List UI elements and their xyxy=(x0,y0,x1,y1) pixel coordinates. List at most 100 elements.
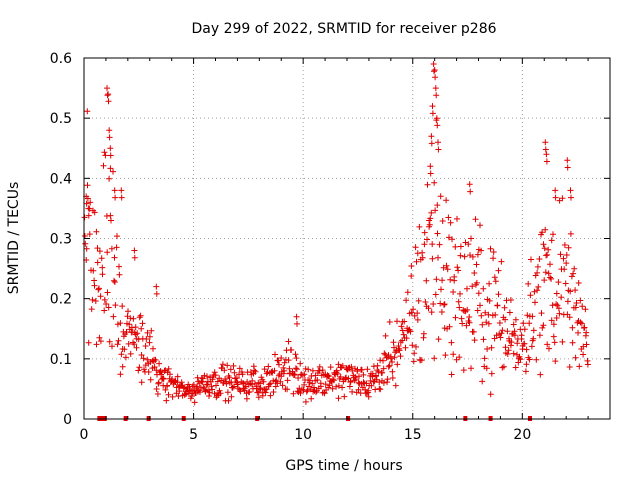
data-point xyxy=(544,251,551,258)
data-point xyxy=(270,389,277,395)
data-point xyxy=(471,270,478,276)
data-point xyxy=(455,298,462,305)
data-point xyxy=(297,360,304,367)
data-point xyxy=(377,386,384,393)
data-point xyxy=(441,301,447,308)
data-point xyxy=(473,279,480,286)
data-point xyxy=(497,334,504,341)
data-point xyxy=(540,241,547,248)
data-point xyxy=(547,261,553,268)
data-point xyxy=(528,256,534,263)
data-point xyxy=(87,199,94,206)
data-point xyxy=(425,305,432,312)
data-point xyxy=(527,292,534,299)
data-point xyxy=(521,340,528,347)
data-point xyxy=(313,389,319,396)
data-point xyxy=(408,273,415,279)
data-point xyxy=(362,386,369,393)
data-point xyxy=(376,385,383,392)
data-point xyxy=(528,343,535,350)
data-point xyxy=(433,115,440,122)
data-point xyxy=(131,247,138,254)
data-point xyxy=(552,187,559,194)
data-point xyxy=(213,382,219,389)
data-point xyxy=(478,247,485,254)
data-point xyxy=(490,249,497,255)
data-point xyxy=(545,270,552,277)
data-point xyxy=(563,260,570,267)
data-point xyxy=(580,351,587,358)
data-point xyxy=(482,309,489,316)
data-point xyxy=(126,321,133,328)
data-point xyxy=(552,194,559,201)
data-point xyxy=(97,293,104,300)
data-point xyxy=(316,363,323,370)
data-point xyxy=(104,92,111,99)
data-point xyxy=(389,375,396,381)
data-point xyxy=(281,359,288,366)
data-point xyxy=(178,379,185,386)
data-point xyxy=(293,366,300,373)
data-point xyxy=(384,376,391,383)
data-point xyxy=(116,271,123,278)
data-point xyxy=(536,256,543,262)
data-point xyxy=(518,332,525,339)
data-point xyxy=(284,377,291,384)
data-point xyxy=(306,377,313,384)
data-point xyxy=(284,386,291,393)
data-point xyxy=(500,363,507,370)
data-point xyxy=(477,222,483,229)
data-point xyxy=(470,328,477,335)
data-point xyxy=(553,315,560,321)
data-point xyxy=(303,388,310,395)
data-point xyxy=(583,341,590,348)
data-point xyxy=(539,324,546,331)
data-point xyxy=(365,387,372,394)
data-point xyxy=(135,336,142,343)
data-point xyxy=(329,385,336,392)
data-point xyxy=(272,351,278,358)
data-point xyxy=(382,332,389,339)
data-point xyxy=(432,85,439,92)
data-point xyxy=(515,359,522,366)
data-point xyxy=(391,344,397,351)
data-point xyxy=(408,309,415,316)
data-point xyxy=(127,315,134,322)
data-point xyxy=(508,339,515,346)
data-point xyxy=(106,338,113,345)
data-point xyxy=(394,361,401,368)
data-point xyxy=(447,276,454,283)
data-point xyxy=(162,386,169,393)
data-point xyxy=(99,271,106,278)
data-point xyxy=(233,375,240,381)
data-point xyxy=(279,382,286,389)
data-point xyxy=(413,343,419,350)
data-point xyxy=(498,330,505,337)
data-point xyxy=(143,336,150,342)
data-point xyxy=(422,299,429,305)
data-point xyxy=(577,297,584,304)
data-point xyxy=(98,255,105,262)
data-point xyxy=(554,302,561,309)
data-point xyxy=(237,388,244,395)
data-point xyxy=(541,277,548,284)
data-point xyxy=(434,230,441,237)
data-point xyxy=(274,380,281,387)
data-point xyxy=(547,274,554,281)
data-point xyxy=(335,395,342,402)
data-point xyxy=(460,367,467,374)
data-point xyxy=(400,331,407,338)
data-point xyxy=(582,306,589,313)
data-point xyxy=(160,375,167,382)
data-point xyxy=(468,235,474,242)
data-point xyxy=(90,267,97,274)
data-point xyxy=(137,312,144,319)
data-point xyxy=(99,264,106,271)
data-point xyxy=(431,68,437,75)
data-point xyxy=(451,277,458,284)
data-point xyxy=(230,362,237,369)
data-point xyxy=(107,212,114,219)
data-point xyxy=(531,288,538,295)
data-point xyxy=(435,146,442,153)
data-point xyxy=(409,342,416,349)
